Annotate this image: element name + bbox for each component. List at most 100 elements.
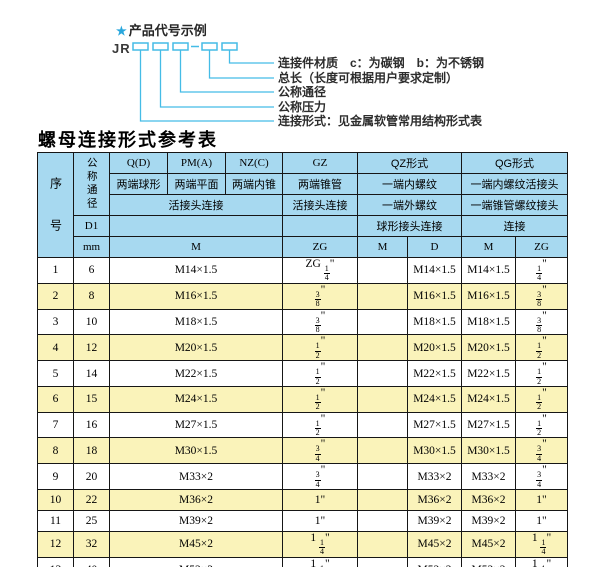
- cell-dn: 8: [73, 282, 110, 310]
- table-row: 1340M52×21 12"M52×2M52×21 12": [37, 556, 568, 567]
- cell-qz-d: M24×1.5: [407, 385, 462, 413]
- cell-m: M22×1.5: [109, 360, 283, 387]
- cell-dn: 18: [73, 437, 110, 465]
- col-header-qz: QZ形式: [357, 152, 462, 174]
- cell-dn: 6: [73, 257, 110, 284]
- desc-qg-2: 一端锥管螺纹接头: [461, 194, 568, 216]
- cell-seq: 8: [37, 437, 74, 465]
- code-field-label-pressure: 公称压力: [278, 100, 327, 114]
- cell-qg-m: M30×1.5: [461, 437, 516, 465]
- code-box-5: [221, 42, 238, 51]
- cell-qz-m: [357, 489, 408, 512]
- cell-qz-d: M18×1.5: [407, 308, 462, 336]
- cell-qg-m: M20×1.5: [461, 334, 516, 362]
- cell-qg-m: M22×1.5: [461, 360, 516, 387]
- col-header-nz: NZ(C): [225, 152, 283, 174]
- cell-qg-m: M24×1.5: [461, 385, 516, 413]
- table-row: 10 22 M36×2 1" M36×2 M36×2 1": [37, 489, 568, 512]
- empty-cell: [282, 215, 358, 237]
- cell-m: M27×1.5: [109, 411, 283, 439]
- table-row: 9 20 M33×2 3 4 " M33×2 M33×2 3 4 ": [37, 463, 568, 491]
- cell-qz-d: M39×2: [407, 510, 462, 533]
- code-box-1: [132, 42, 149, 51]
- cell-qg-m: M33×2: [461, 463, 516, 491]
- table-row: 12 32 M45×2 1 1 4 " M45×2 M45×2 1 1 4 ": [37, 531, 568, 558]
- cell-qz-m: [357, 257, 408, 284]
- desc-qg-1: 一端内螺纹活接头: [461, 173, 568, 195]
- cell-dn: 14: [73, 360, 110, 387]
- cell-seq: 11: [37, 510, 74, 533]
- empty-cell: [109, 215, 283, 237]
- cell-m: M52×2: [109, 556, 283, 567]
- connector-line-1: [228, 50, 274, 64]
- cell-m: M30×1.5: [109, 437, 283, 465]
- cell-gz: 1": [282, 489, 358, 512]
- table-body: 1 6 M14×1.5 ZG 1 4 " M14×1.5 M14×1.5 1 4 " 2 8 M16×1.…: [37, 257, 568, 567]
- cell-seq: 7: [37, 411, 74, 439]
- cell-seq: 4: [37, 334, 74, 362]
- desc-qz-2: 一端外螺纹: [357, 194, 462, 216]
- cell-m: M20×1.5: [109, 334, 283, 362]
- table-title: 螺母连接形式参考表: [38, 130, 218, 150]
- cell-gz: 1": [282, 510, 358, 533]
- table-row: 8 18 M30×1.5 3 4 " M30×1.5 M30×1.5 3 4 ": [37, 437, 568, 465]
- code-field-label-material: 连接件材质 c：为碳钢 b：为不锈钢: [278, 56, 485, 70]
- cell-qz-d: M36×2: [407, 489, 462, 512]
- cell-seq: 9: [37, 463, 74, 491]
- cell-qg-zg: 1 1 4 ": [515, 531, 568, 558]
- cell-seq: 1: [37, 257, 74, 284]
- cell-qz-m: [357, 385, 408, 413]
- table-row: 3 10 M18×1.5 3 8 " M18×1.5 M18×1.5 3 8 ": [37, 308, 568, 336]
- unit-mm: mm: [73, 236, 110, 258]
- table-row: 7 16 M27×1.5 1 2 " M27×1.5 M27×1.5 1 2 ": [37, 411, 568, 439]
- cell-qg-m: M27×1.5: [461, 411, 516, 439]
- desc-pm: 两端平面: [167, 173, 226, 195]
- cell-seq: 5: [37, 360, 74, 387]
- cell-dn: 32: [73, 531, 110, 558]
- cell-qg-zg: 1 2 ": [515, 385, 568, 413]
- cell-gz: 1 2 ": [282, 334, 358, 362]
- cell-seq: 3: [37, 308, 74, 336]
- connector-line-2: [208, 50, 274, 79]
- cell-qz-d: M22×1.5: [407, 360, 462, 387]
- code-field-label-diameter: 公称通径: [278, 85, 327, 99]
- cell-qz-m: [357, 437, 408, 465]
- cell-qg-zg: 1 4 ": [515, 257, 568, 284]
- cell-qz-m: [357, 556, 408, 567]
- desc-q: 两端球形: [109, 173, 168, 195]
- cell-dn: 40: [73, 556, 110, 567]
- desc-nz: 两端内锥: [225, 173, 283, 195]
- cell-m: M36×2: [109, 489, 283, 512]
- col-header-qg: QG形式: [461, 152, 568, 174]
- cell-m: M39×2: [109, 510, 283, 533]
- desc-gz: 两端锥管: [282, 173, 358, 195]
- cell-qg-m: M39×2: [461, 510, 516, 533]
- cell-qz-d: M14×1.5: [407, 257, 462, 284]
- cell-seq: 10: [37, 489, 74, 512]
- table-row: 6 15 M24×1.5 1 2 " M24×1.5 M24×1.5 1 2 ": [37, 385, 568, 413]
- cell-qz-m: [357, 463, 408, 491]
- cell-m: M33×2: [109, 463, 283, 491]
- cell-dn: 25: [73, 510, 110, 533]
- table-row: 2 8 M16×1.5 3 8 " M16×1.5 M16×1.5 3 8 ": [37, 282, 568, 310]
- cell-m: M16×1.5: [109, 282, 283, 310]
- cell-dn: 22: [73, 489, 110, 512]
- unit-zg-qg: ZG: [515, 236, 568, 258]
- cell-m: M24×1.5: [109, 385, 283, 413]
- cell-qg-m: M14×1.5: [461, 257, 516, 284]
- cell-qg-zg: 1 2 ": [515, 360, 568, 387]
- cell-qg-m: M52×2: [461, 556, 516, 567]
- cell-qz-m: [357, 411, 408, 439]
- cell-qz-m: [357, 360, 408, 387]
- cell-seq: 6: [37, 385, 74, 413]
- cell-gz: 1 2 ": [282, 411, 358, 439]
- desc-gz-connection: 活接头连接: [282, 194, 358, 216]
- col-header-dn: 公称通径: [73, 152, 110, 216]
- unit-d-qz: D: [407, 236, 462, 258]
- col-header-gz: GZ: [282, 152, 358, 174]
- cell-dn: 16: [73, 411, 110, 439]
- cell-qz-m: [357, 334, 408, 362]
- cell-m: M18×1.5: [109, 308, 283, 336]
- cell-qz-d: M45×2: [407, 531, 462, 558]
- cell-qg-zg: 1": [515, 489, 568, 512]
